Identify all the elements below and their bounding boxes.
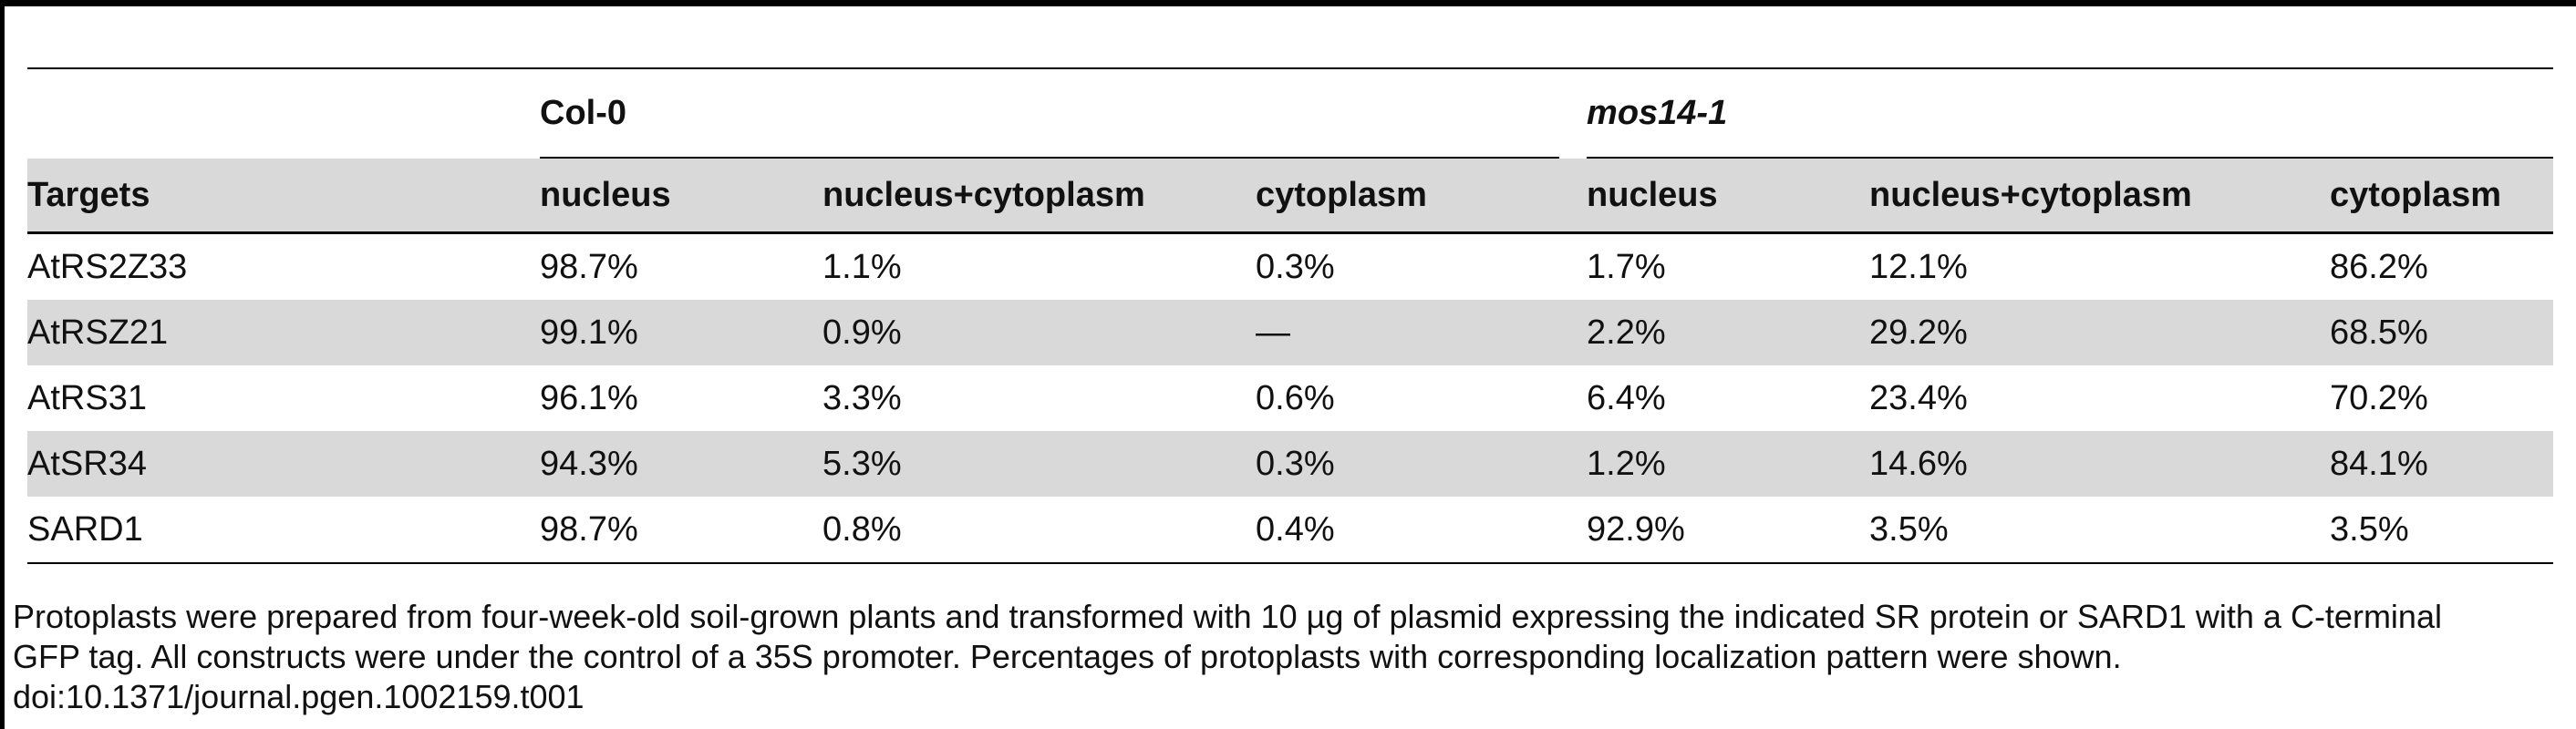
table-cell: AtRS31 bbox=[27, 378, 147, 417]
table-cell: AtSR34 bbox=[27, 431, 540, 497]
table-cell: 3.5% bbox=[1869, 497, 2331, 564]
table-row: AtSR34 94.3% 5.3% 0.3% 1.2% 14.6% 84.1% bbox=[27, 431, 2554, 497]
table-cell: 23.4% bbox=[1869, 378, 1968, 417]
table-cell: 98.7% bbox=[540, 497, 822, 564]
table-cell: 0.3% bbox=[1256, 431, 1588, 497]
table-cell: 5.3% bbox=[822, 431, 1256, 497]
column-header: nucleus+cytoplasm bbox=[1869, 159, 2331, 234]
table-cell: 3.5% bbox=[2330, 497, 2554, 564]
column-header: cytoplasm bbox=[1256, 159, 1588, 234]
table-cell: 96.1% bbox=[540, 378, 638, 417]
table-cell: 1.1% bbox=[822, 247, 902, 286]
table-container: Col-0 mos14-1 Targets nucleus nucleus+cy… bbox=[27, 67, 2554, 564]
table-cell: 84.1% bbox=[2330, 431, 2554, 497]
table-row: AtRS2Z33 98.7% 1.1% 0.3% 1.7% 12.1% 86.2… bbox=[27, 233, 2553, 301]
table-cell: 0.9% bbox=[822, 300, 1256, 365]
group-header-mos14: mos14-1 bbox=[1587, 69, 2554, 159]
table-cell: SARD1 bbox=[27, 497, 540, 564]
column-header: nucleus bbox=[1587, 159, 1870, 234]
table-row: AtRSZ21 99.1% 0.9% — 2.2% 29.2% 68.5% bbox=[27, 300, 2554, 365]
table-cell: 99.1% bbox=[540, 300, 822, 365]
table-cell: 3.3% bbox=[822, 378, 902, 417]
table-cell: 68.5% bbox=[2330, 300, 2554, 365]
top-border bbox=[0, 0, 2576, 6]
footnote-line-1: Protoplasts were prepared from four-week… bbox=[13, 598, 2442, 635]
table-cell: 1.7% bbox=[1587, 247, 1666, 286]
table-row: AtRS31 96.1% 3.3% 0.6% 6.4% 23.4% 70.2% bbox=[27, 365, 2553, 431]
table-cell: 6.4% bbox=[1587, 378, 1666, 417]
footnote-line-2: GFP tag. All constructs were under the c… bbox=[13, 638, 2122, 675]
table-cell: 98.7% bbox=[540, 247, 638, 286]
table-cell: 70.2% bbox=[2330, 378, 2428, 417]
group-header-row: Col-0 mos14-1 bbox=[27, 67, 2554, 159]
left-border bbox=[0, 0, 5, 729]
table-cell: AtRS2Z33 bbox=[27, 247, 188, 286]
localization-table: Col-0 mos14-1 Targets nucleus nucleus+cy… bbox=[27, 67, 2554, 564]
group-header-col0-cell: Col-0 bbox=[540, 67, 1588, 159]
table-cell: 12.1% bbox=[1869, 247, 1968, 286]
table-cell: 2.2% bbox=[1587, 300, 1870, 365]
column-header: nucleus+cytoplasm bbox=[822, 159, 1256, 234]
table-cell: — bbox=[1256, 300, 1588, 365]
group-header-empty bbox=[27, 67, 540, 159]
column-header: Targets bbox=[27, 159, 540, 234]
table-cell: AtRSZ21 bbox=[27, 300, 540, 365]
table-row: SARD1 98.7% 0.8% 0.4% 92.9% 3.5% 3.5% bbox=[27, 497, 2554, 564]
table-cell: 0.4% bbox=[1256, 497, 1588, 564]
table-footnote: Protoplasts were prepared from four-week… bbox=[13, 597, 2566, 717]
column-header-row: Targets nucleus nucleus+cytoplasm cytopl… bbox=[27, 159, 2554, 234]
doi-text: doi:10.1371/journal.pgen.1002159.t001 bbox=[13, 678, 585, 715]
group-header-col0: Col-0 bbox=[540, 69, 1560, 159]
column-header: nucleus bbox=[540, 159, 822, 234]
column-header: cytoplasm bbox=[2330, 159, 2554, 234]
table-cell: 29.2% bbox=[1869, 300, 2331, 365]
table-cell: 0.8% bbox=[822, 497, 1256, 564]
group-header-mos14-cell: mos14-1 bbox=[1587, 67, 2554, 159]
table-cell: 94.3% bbox=[540, 431, 822, 497]
table-cell: 86.2% bbox=[2330, 247, 2428, 286]
table-cell: 1.2% bbox=[1587, 431, 1870, 497]
table-cell: 92.9% bbox=[1587, 497, 1870, 564]
table-cell: 14.6% bbox=[1869, 431, 2331, 497]
table-cell: 0.6% bbox=[1256, 378, 1335, 417]
table-cell: 0.3% bbox=[1256, 247, 1335, 286]
